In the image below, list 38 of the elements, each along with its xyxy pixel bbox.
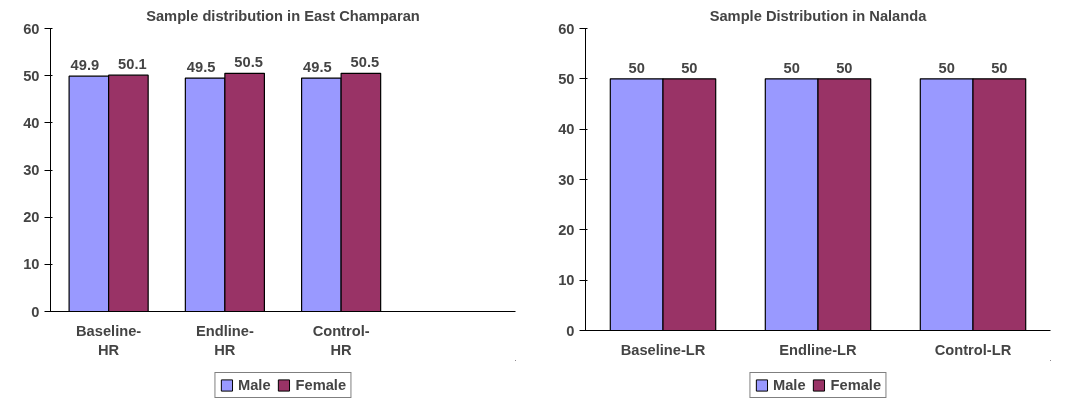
y-tick-label: 50	[23, 67, 40, 84]
y-tick-label: 30	[23, 162, 40, 178]
y-tick-label: 20	[558, 221, 575, 238]
legend-label: Male	[772, 377, 806, 393]
y-tick-label: 50	[558, 70, 575, 87]
legend-label: Female	[830, 377, 882, 393]
x-tick-label: Endline-HR	[195, 322, 254, 358]
data-label: 49.9	[70, 57, 100, 74]
data-label: 50.5	[350, 54, 380, 71]
chart-title: Sample Distribution in Nalanda	[709, 7, 928, 24]
x-tick-label: Baseline-HR	[76, 322, 142, 358]
x-tick-label: Endline-LR	[779, 341, 858, 358]
y-tick-label: 10	[23, 256, 40, 273]
data-label: 50	[681, 59, 698, 76]
data-label: 50.1	[118, 56, 147, 73]
y-tick-label: 0	[31, 303, 40, 320]
y-tick-label: 60	[558, 20, 575, 37]
data-label: 50	[836, 59, 853, 76]
x-tick-label: Baseline-LR	[620, 341, 706, 358]
data-label: 50	[628, 59, 645, 76]
data-label: 50.5	[234, 54, 263, 71]
x-tick-label: Control-LR	[934, 341, 1012, 358]
chart-title: Sample distribution in East Champaran	[146, 7, 420, 24]
y-tick-label: 40	[558, 121, 575, 138]
y-tick-label: 0	[566, 322, 575, 339]
data-label: 49.5	[303, 59, 332, 76]
data-label: 50	[783, 59, 800, 76]
legend-label: Male	[237, 377, 271, 393]
y-tick-label: 20	[23, 209, 40, 226]
data-label: 50	[938, 59, 955, 76]
y-tick-label: 40	[23, 114, 40, 131]
y-tick-label: 60	[23, 20, 40, 37]
x-tick-label: Control-HR	[312, 322, 370, 358]
legend-label: Female	[295, 377, 347, 393]
y-tick-label: 30	[558, 171, 575, 188]
y-tick-label: 10	[558, 272, 575, 289]
data-label: 49.5	[186, 59, 216, 76]
data-label: 50	[991, 59, 1008, 76]
